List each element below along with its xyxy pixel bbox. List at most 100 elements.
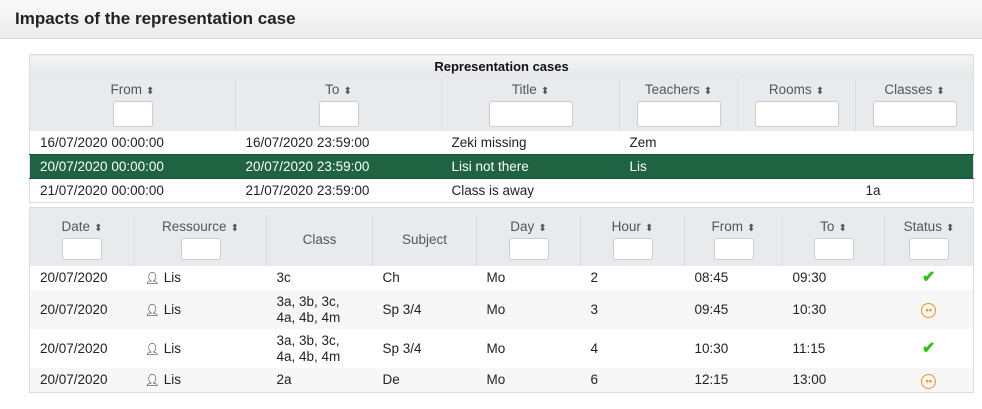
filter-input-title[interactable] [488, 101, 573, 127]
cell-status: ✔ [885, 329, 974, 368]
column-label: Ressource [162, 219, 227, 234]
cell-status: •• [884, 290, 974, 329]
user-icon: 👤︎ [144, 341, 160, 356]
cell-date: 20/07/2020 [40, 270, 108, 285]
cell-resource: 👤︎ Lis [135, 329, 267, 368]
table-row[interactable]: 20/07/2020 👤︎ Lis 3a, 3b, 3c, 4a, 4b, 4m Sp 3… [29, 290, 974, 329]
cell-class: 3a, 3b, 3c, 4a, 4b, 4m [266, 290, 373, 329]
column-header-date[interactable]: Date ⬍ [29, 215, 135, 266]
filter-input-hour[interactable] [612, 238, 653, 260]
sort-icon[interactable]: ⬍ [540, 86, 550, 97]
table-row[interactable]: 21/07/2020 00:00:00 21/07/2020 23:59:00 Cl… [30, 179, 974, 203]
column-header-to[interactable]: To ⬍ [235, 78, 442, 131]
sort-icon[interactable]: ⬍ [343, 86, 352, 97]
sort-icon[interactable]: ⬍ [94, 223, 103, 234]
column-header-from[interactable]: From ⬍ [29, 78, 236, 131]
filter-input-from[interactable] [713, 238, 754, 260]
column-header-class[interactable]: Class [266, 215, 373, 266]
cell-day: Mo [476, 368, 581, 393]
sort-icon[interactable]: ⬍ [230, 223, 239, 234]
resource-name: Lis [163, 340, 181, 356]
table-row[interactable]: 20/07/2020 👤︎ Lis 3a, 3b, 3c, 4a, 4b, 4m Sp 3… [30, 329, 974, 368]
column-label: To [820, 219, 835, 234]
column-label: Teachers [644, 82, 700, 97]
sort-icon[interactable]: ⬍ [945, 223, 955, 234]
table-row[interactable]: 20/07/2020 00:00:00 20/07/2020 23:59:00 Li… [29, 154, 974, 179]
filter-input-to[interactable] [813, 238, 854, 260]
sort-icon[interactable]: ⬍ [703, 86, 713, 97]
cell-day: Mo [486, 340, 506, 356]
cell-from: 16/07/2020 00:00:00 [40, 135, 164, 150]
column-header-teachers[interactable]: Teachers ⬍ [619, 78, 738, 131]
column-header-hour[interactable]: Hour ⬍ [580, 215, 685, 266]
column-label: Title [511, 82, 537, 97]
class-line: 4a, 4b, 4m [276, 348, 341, 364]
cell-resource: 👤︎ Lis [134, 368, 267, 393]
column-header-subject[interactable]: Subject [372, 215, 477, 266]
filter-input-date[interactable] [62, 238, 102, 260]
column-header-classes[interactable]: Classes ⬍ [854, 78, 974, 131]
cell-class: 3c [267, 266, 373, 290]
class-line: 3a, 3b, 3c, [276, 332, 340, 348]
cell-teachers [620, 179, 738, 203]
sort-icon[interactable]: ⬍ [747, 223, 756, 234]
user-icon: 👤︎ [144, 373, 160, 387]
cell-title: Lisi not there [441, 154, 620, 179]
column-header-to[interactable]: To ⬍ [782, 215, 885, 266]
cell-title: Class is away [451, 183, 535, 198]
filter-input-teachers[interactable] [636, 101, 721, 127]
column-label: Class [302, 232, 337, 247]
cell-hour: 4 [590, 340, 599, 356]
cell-subject: Sp 3/4 [372, 290, 477, 329]
check-icon: ✔ [922, 269, 936, 286]
cell-status: ✔ [885, 266, 974, 290]
filter-input-from[interactable] [112, 101, 153, 127]
table-row[interactable]: 20/07/2020 👤︎ Lis 2a De Mo 6 12:15 13:00 •• [29, 368, 974, 393]
cell-date: 20/07/2020 [40, 340, 108, 356]
table-row[interactable]: 20/07/2020 👤︎ Lis 3c Ch Mo 2 08:45 09:30 ✔ [30, 266, 974, 290]
filter-input-ressource[interactable] [180, 238, 221, 260]
filter-input-status[interactable] [909, 238, 949, 260]
neutral-face-icon: •• [921, 303, 937, 318]
user-icon: 👤︎ [144, 271, 160, 285]
sort-icon[interactable]: ⬍ [838, 223, 847, 234]
filter-input-to[interactable] [318, 101, 359, 127]
cell-to: 13:00 [782, 368, 885, 393]
neutral-face-icon: •• [921, 373, 937, 389]
column-label: Day [510, 219, 535, 234]
filter-input-classes[interactable] [872, 101, 957, 127]
column-header-title[interactable]: Title ⬍ [441, 78, 620, 131]
cell-teachers: Zem [629, 135, 657, 150]
class-line: 3a, 3b, 3c, [276, 293, 340, 309]
cell-classes: 1a [865, 183, 881, 198]
sort-icon[interactable]: ⬍ [815, 86, 825, 97]
cell-teachers: Lis [619, 154, 738, 179]
cell-day: Mo [486, 270, 506, 285]
column-label: Date [61, 219, 91, 234]
sort-icon[interactable]: ⬍ [146, 86, 155, 97]
cell-resource: 👤︎ Lis [135, 266, 267, 290]
user-icon: 👤︎ [144, 302, 160, 317]
cell-day: Mo [476, 290, 581, 329]
sort-icon[interactable]: ⬍ [538, 223, 547, 234]
cell-to: 21/07/2020 23:59:00 [245, 183, 370, 198]
column-label: From [711, 219, 744, 234]
sort-icon[interactable]: ⬍ [644, 223, 654, 234]
column-label: Subject [401, 232, 448, 247]
column-header-ressource[interactable]: Ressource ⬍ [134, 215, 267, 266]
cell-classes [855, 154, 974, 179]
column-header-day[interactable]: Day ⬍ [476, 215, 581, 266]
column-header-status[interactable]: Status ⬍ [883, 215, 974, 266]
resource-name: Lis [163, 270, 181, 285]
filter-input-day[interactable] [508, 238, 549, 260]
column-label: To [325, 82, 340, 97]
column-header-from[interactable]: From ⬍ [684, 215, 783, 266]
table-row[interactable]: 16/07/2020 00:00:00 16/07/2020 23:59:00 Ze… [30, 131, 974, 155]
page-title: Impacts of the representation case [15, 9, 296, 28]
column-label: Classes [884, 82, 933, 97]
filter-input-rooms[interactable] [754, 101, 839, 127]
cell-date: 20/07/2020 [29, 368, 135, 393]
sort-icon[interactable]: ⬍ [936, 86, 945, 97]
column-header-rooms[interactable]: Rooms ⬍ [737, 78, 856, 131]
class-line: 3c [276, 270, 291, 285]
